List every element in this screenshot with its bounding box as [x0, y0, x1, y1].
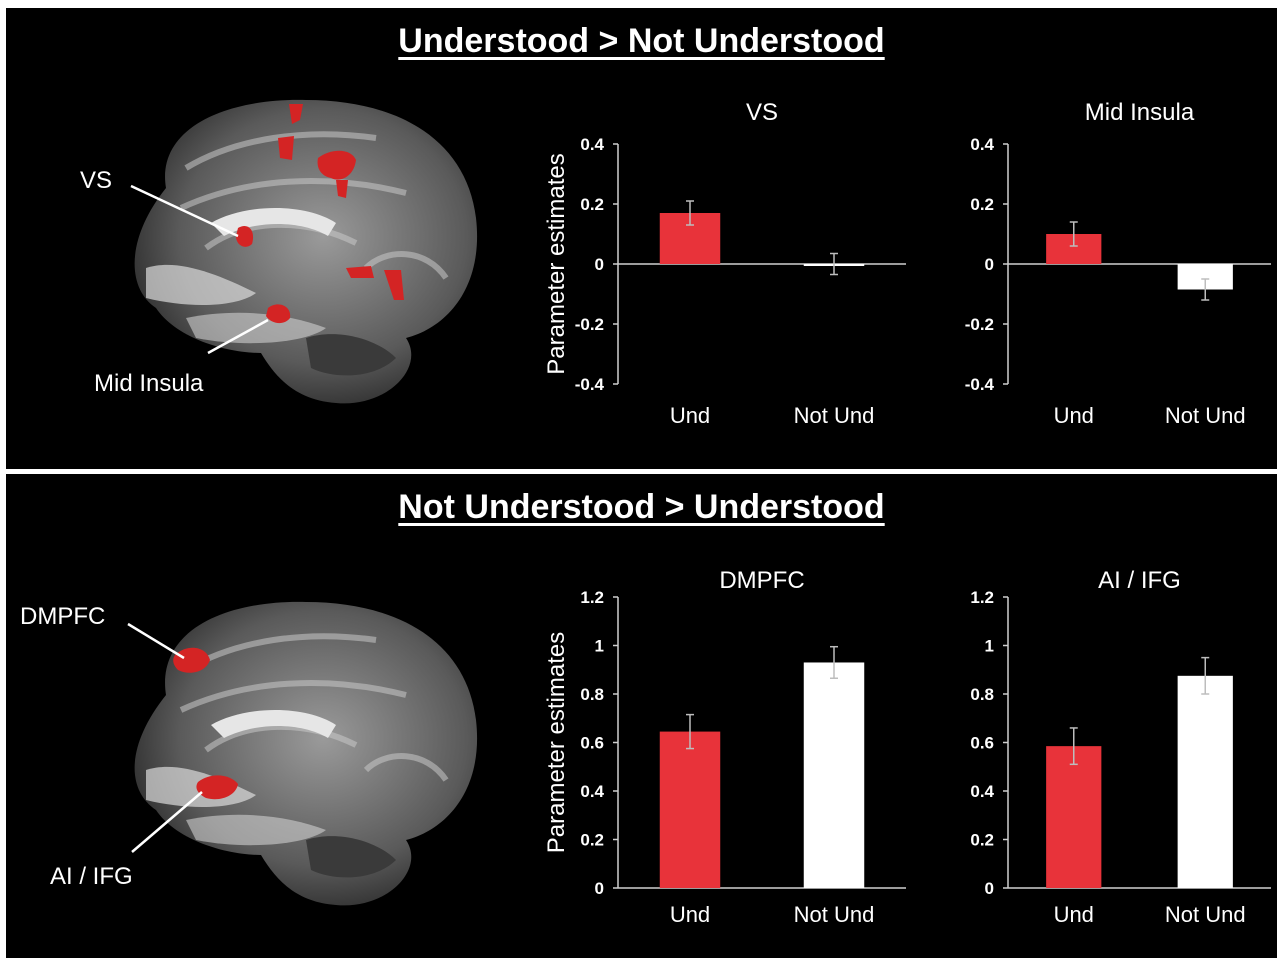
y-tick-label: 0.4 — [970, 135, 994, 154]
chart-title: DMPFC — [719, 567, 804, 594]
region-label: VS — [80, 167, 112, 194]
y-tick-label: 1 — [595, 637, 604, 656]
bar-not-und — [803, 662, 865, 888]
activation-clusters — [173, 647, 238, 800]
cerebellum — [306, 836, 396, 878]
y-tick-label: -0.4 — [965, 375, 995, 394]
bottom-panel: Not Understood > Understood DMPFC AI / I… — [6, 474, 1277, 958]
y-tick-label: 0 — [985, 879, 994, 898]
y-tick-label: 0.4 — [580, 135, 604, 154]
y-tick-label: 0.2 — [580, 831, 604, 850]
region-label: AI / IFG — [50, 863, 133, 890]
y-tick-label: -0.2 — [965, 315, 994, 334]
panel-title-top: Understood > Not Understood — [398, 22, 885, 60]
region-label: Mid Insula — [94, 370, 204, 397]
panel-title-bottom: Not Understood > Understood — [398, 488, 885, 526]
y-tick-label: 0.6 — [970, 734, 994, 753]
y-tick-label: 0.4 — [580, 782, 604, 801]
y-axis-label: Parameter estimates — [543, 632, 570, 853]
bar-und — [659, 731, 721, 888]
pointer-line — [127, 622, 185, 660]
x-tick-label: Und — [1054, 902, 1094, 927]
y-tick-label: 0 — [985, 255, 994, 274]
y-axis-label: Parameter estimates — [543, 153, 570, 374]
y-tick-label: -0.4 — [575, 375, 605, 394]
pointer-line — [130, 184, 239, 238]
y-tick-label: 0.4 — [970, 782, 994, 801]
region-label: DMPFC — [20, 603, 105, 630]
y-tick-label: -0.2 — [575, 315, 604, 334]
chart-dmpfc: DMPFC Parameter estimates 1.2 1 0.8 0.6 0.4 0.2… — [543, 567, 906, 927]
brain-image-bottom: DMPFC AI / IFG — [20, 601, 478, 906]
brain-image-top: VS Mid Insula — [80, 99, 478, 404]
y-tick-label: 0.8 — [580, 685, 604, 704]
pointer-line — [207, 318, 269, 355]
chart-ai-ifg: AI / IFG 1.2 1 0.8 0.6 0.4 0.2 0 Und Not Und — [970, 567, 1271, 927]
x-tick-label: Und — [1054, 403, 1094, 428]
y-tick-label: 1 — [985, 637, 994, 656]
x-tick-label: Und — [670, 403, 710, 428]
chart-mid-insula: Mid Insula 0.4 0.2 0 -0.2 -0.4 Und Not Und — [965, 99, 1271, 428]
brain-shape — [134, 601, 478, 906]
bar-und — [1046, 746, 1102, 888]
y-tick-label: 0.2 — [970, 831, 994, 850]
y-tick-label: 1.2 — [580, 588, 604, 607]
y-tick-label: 0.8 — [970, 685, 994, 704]
x-tick-label: Not Und — [794, 902, 875, 927]
y-tick-label: 0 — [595, 255, 604, 274]
y-tick-label: 0 — [595, 879, 604, 898]
corpus-callosum — [211, 208, 336, 236]
y-tick-label: 0.6 — [580, 734, 604, 753]
cerebellum — [306, 334, 396, 376]
y-tick-label: 1.2 — [970, 588, 994, 607]
x-tick-label: Not Und — [1165, 902, 1246, 927]
chart-vs: VS Parameter estimates 0.4 0.2 0 -0.2 -0.4 Und N… — [543, 99, 906, 428]
pointer-line — [131, 791, 203, 853]
activation-clusters — [236, 104, 404, 324]
y-tick-label: 0.2 — [970, 195, 994, 214]
x-tick-label: Not Und — [794, 403, 875, 428]
corpus-callosum — [211, 710, 336, 738]
chart-title: VS — [746, 99, 778, 126]
x-tick-label: Und — [670, 902, 710, 927]
bar-not-und — [1177, 675, 1233, 888]
x-tick-label: Not Und — [1165, 403, 1246, 428]
top-panel: Understood > Not Understood VS — [6, 8, 1277, 469]
brain-shape — [134, 99, 478, 404]
chart-title: AI / IFG — [1098, 567, 1181, 594]
y-tick-label: 0.2 — [580, 195, 604, 214]
chart-title: Mid Insula — [1085, 99, 1195, 126]
